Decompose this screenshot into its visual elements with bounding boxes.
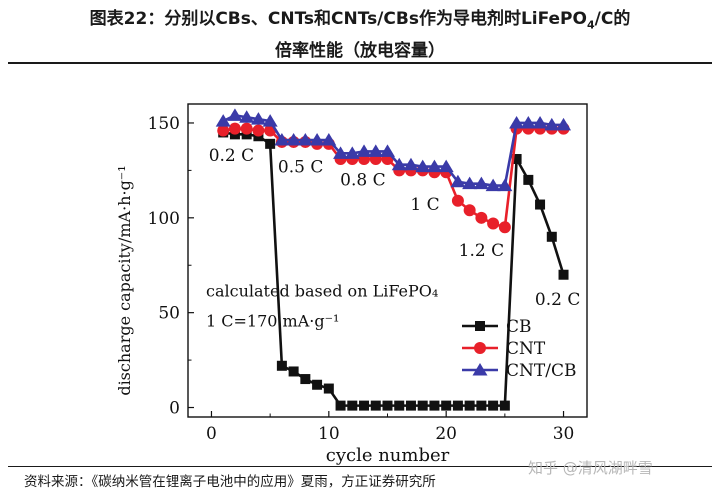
data-point [370, 400, 381, 411]
data-point [391, 157, 407, 171]
data-point [356, 144, 372, 157]
series-line [222, 131, 565, 407]
legend-label: CNT [506, 339, 546, 359]
data-point [227, 108, 243, 121]
rate-label: 0.5 C [278, 157, 323, 177]
data-point [556, 117, 572, 131]
data-point [265, 138, 276, 149]
figure-title-line1: 图表22：分别以CBs、CNTs和CNTs/CBs作为导电剂时LiFePO4/C… [89, 9, 631, 32]
data-point [405, 400, 416, 411]
legend-label: CNT/CB [506, 361, 576, 381]
data-point [546, 231, 557, 242]
data-point [497, 178, 513, 192]
x-tick-label: 10 [318, 424, 340, 444]
annotation-text: 1 C=170 mA·g⁻¹ [206, 312, 339, 331]
legend-marker [475, 321, 485, 331]
data-point [368, 144, 384, 157]
data-point [321, 133, 337, 146]
figure-title-line2: 倍率性能（放电容量） [275, 41, 445, 62]
y-tick-label: 50 [158, 304, 180, 324]
data-point [429, 400, 440, 411]
data-point [276, 360, 287, 371]
watermark: 知乎 @清风湖畔雪 [528, 459, 653, 477]
data-point [286, 133, 302, 146]
data-point [359, 400, 370, 411]
data-point [215, 114, 231, 127]
data-point [300, 374, 311, 385]
data-point [250, 112, 266, 125]
data-point [523, 174, 534, 185]
data-point [288, 366, 299, 377]
data-point [426, 159, 442, 173]
data-point [535, 199, 546, 210]
title-rule [8, 62, 712, 64]
data-point [312, 379, 323, 390]
annotation-text: calculated based on LiFePO₄ [206, 282, 438, 301]
source-rule [8, 466, 712, 467]
data-point [499, 400, 510, 411]
data-point [464, 400, 475, 411]
data-point [452, 400, 463, 411]
data-point [511, 154, 522, 165]
data-point [498, 221, 511, 234]
data-point [335, 400, 346, 411]
data-point [323, 383, 334, 394]
data-point [415, 159, 431, 173]
data-point [417, 400, 428, 411]
data-point [487, 217, 500, 230]
data-point [476, 400, 487, 411]
data-point [333, 146, 349, 159]
data-point [297, 133, 313, 146]
data-point [344, 146, 360, 159]
data-point [228, 122, 241, 135]
data-point [309, 133, 325, 146]
data-point [463, 204, 476, 217]
data-point [441, 400, 452, 411]
rate-label: 0.2 C [209, 146, 254, 166]
data-point [394, 400, 405, 411]
rate-label: 0.8 C [340, 171, 385, 191]
data-point [403, 157, 419, 171]
x-tick-label: 20 [435, 424, 457, 444]
data-point [488, 400, 499, 411]
series-cnt-cb [215, 108, 572, 192]
y-axis-label: discharge capacity/mA·h·g⁻¹ [115, 165, 134, 395]
data-point [451, 194, 464, 207]
data-point [239, 110, 255, 123]
data-point [438, 159, 454, 173]
rate-label: 1.2 C [459, 241, 504, 261]
data-point [252, 124, 265, 137]
data-point [520, 115, 536, 129]
rate-label: 1 C [410, 195, 439, 215]
y-tick-label: 150 [148, 114, 180, 134]
data-point [347, 400, 358, 411]
figure-title: 图表22：分别以CBs、CNTs和CNTs/CBs作为导电剂时LiFePO4/C… [0, 6, 720, 64]
data-point [262, 114, 278, 127]
data-point [240, 122, 253, 135]
data-point [475, 211, 488, 224]
legend-marker [474, 342, 486, 354]
legend-marker [472, 363, 488, 376]
data-point [509, 115, 525, 129]
data-point [380, 144, 395, 157]
rate-label: 0.2 C [535, 290, 580, 310]
x-axis-label: cycle number [326, 445, 450, 466]
data-point [532, 115, 548, 129]
rate-performance-chart: 0 10 20 30 0 50 100 150 cycle number discharge c… [115, 103, 588, 466]
data-point [274, 133, 290, 146]
data-point [485, 178, 501, 192]
y-tick-label: 0 [169, 399, 180, 419]
data-point [382, 400, 393, 411]
data-point [558, 269, 569, 280]
data-point [544, 117, 560, 131]
source-note: 资料来源：《碳纳米管在锂离子电池中的应用》夏雨，方正证券研究所 [24, 474, 436, 490]
data-point [462, 176, 478, 190]
y-tick-label: 100 [148, 209, 180, 229]
data-point [217, 124, 230, 137]
x-tick-label: 0 [206, 424, 217, 444]
x-tick-label: 30 [553, 424, 575, 444]
data-point [473, 176, 489, 190]
data-point [450, 174, 466, 188]
legend-label: CB [506, 317, 532, 337]
